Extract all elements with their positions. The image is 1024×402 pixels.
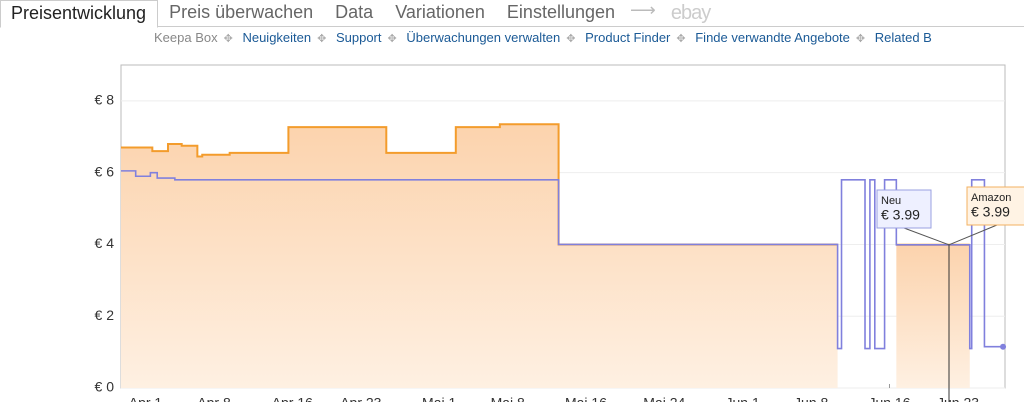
tab[interactable]: Data [335,2,374,22]
separator: ✥ [223,33,233,45]
x-tick-label: Mai 16 [565,395,607,402]
x-tick-label: Jun 8 [794,395,828,402]
x-tick-label: Mai 1 [422,395,456,402]
y-tick-label: € 8 [95,92,115,108]
tooltip-name: Neu [881,195,901,207]
tab[interactable]: Variationen [395,2,485,22]
y-tick-label: € 6 [95,163,115,179]
separator: ✥ [566,33,576,45]
separator: ✥ [387,33,397,45]
tab-bar: Preisentwicklung Preis überwachen Data V… [0,0,1024,28]
area-fill [896,244,970,388]
x-tick-label: Apr 1 [129,395,163,402]
tab[interactable]: Preis überwachen [169,2,314,22]
link[interactable]: Keepa Box [154,30,218,45]
tooltip-name: Amazon [971,192,1011,204]
link[interactable]: Finde verwandte Angebote [695,30,850,45]
separator: ✥ [676,33,686,45]
tab[interactable]: Preisentwicklung [0,0,159,28]
price-line [121,170,1004,350]
separator: ✥ [855,33,866,45]
link[interactable]: Neuigkeiten [242,30,312,45]
tooltip-value: € 3.99 [971,204,1010,220]
tooltip-box [966,186,1024,226]
tooltip: Neu€ 3.99 [876,189,950,246]
x-tick-label: Apr 16 [272,395,313,402]
separator: ✥ [317,33,327,45]
x-tick-label: Apr 23 [340,395,381,402]
x-tick-label: Apr 8 [197,395,231,402]
tooltip: Amazon€ 3.99 [948,186,1024,246]
x-tick-label: Mai 8 [491,395,525,402]
tab[interactable]: Einstellungen [506,2,616,22]
tooltip-value: € 3.99 [881,207,920,223]
link[interactable]: Überwachungen verwalten [406,30,561,45]
link-bar: Keepa Box ✥ Neuigkeiten ✥ Support ✥ Überwac… [154,30,1024,45]
tooltip-pointer [948,224,998,246]
x-tick-label: Jun 23 [937,395,979,402]
x-tick-label: Jun 16 [868,395,910,402]
tab[interactable]: ebay [670,2,711,24]
y-tick-label: € 0 [95,379,115,395]
link[interactable]: Related B [874,30,932,45]
area-fill [121,124,838,388]
tooltip-pointer [903,227,950,246]
end-point [1000,343,1007,350]
link[interactable]: Product Finder [585,30,671,45]
y-tick-label: € 4 [95,235,115,251]
tooltip-box [876,189,932,229]
link[interactable]: Support [335,30,382,45]
x-tick-label: Jun 1 [726,395,760,402]
x-tick-label: Mai 24 [643,395,685,402]
arrow-icon: ⟶ [630,0,656,20]
y-tick-label: € 2 [95,307,115,323]
